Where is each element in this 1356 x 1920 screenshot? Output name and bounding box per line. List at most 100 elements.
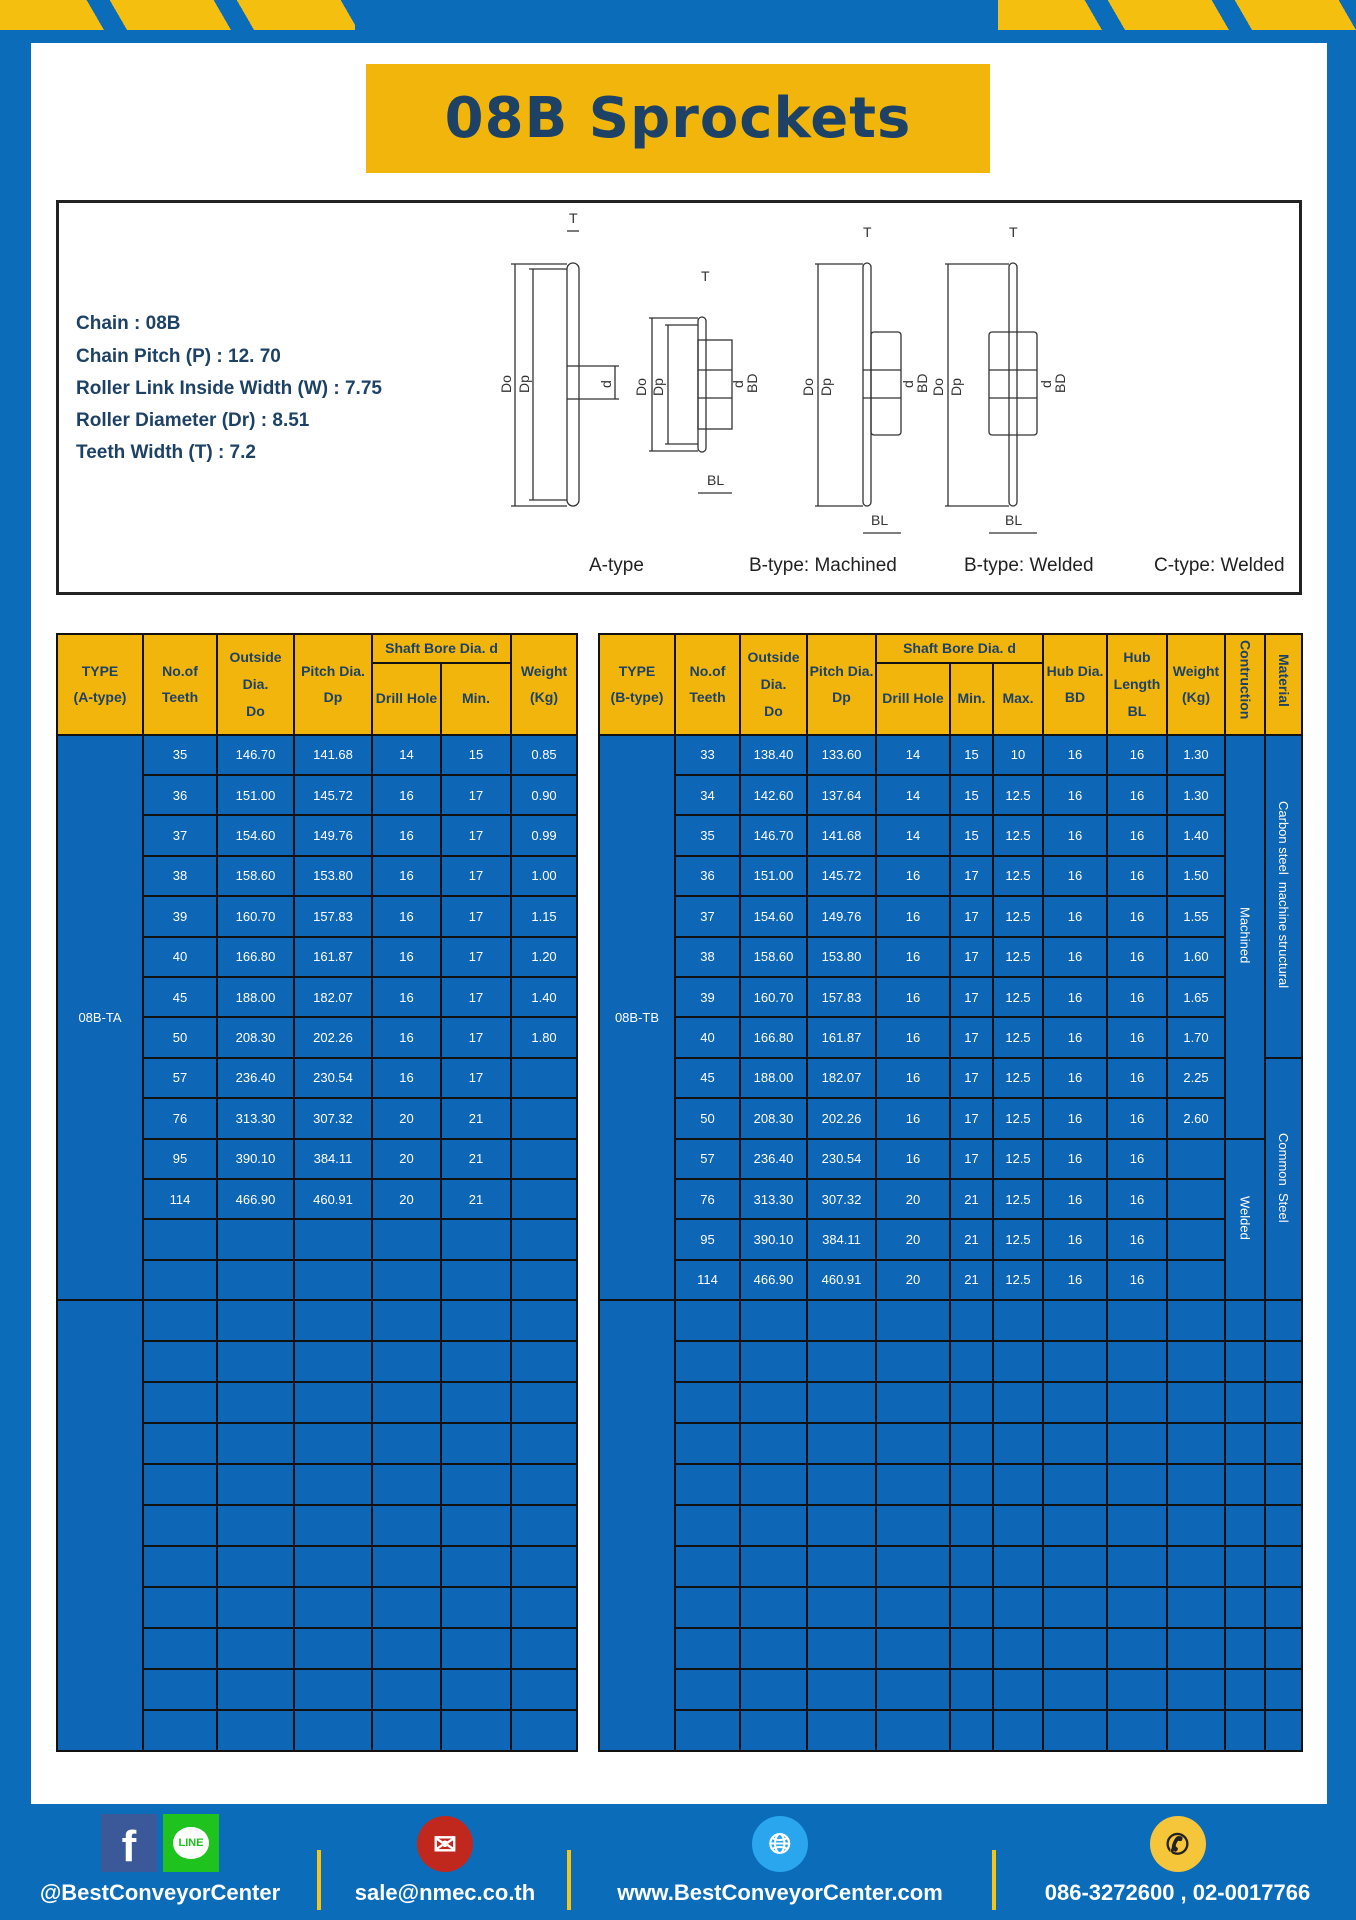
table-cell: 16	[1042, 854, 1108, 898]
header-pitch-dia: Pitch Dia. Dp	[806, 633, 877, 736]
svg-text:BL: BL	[1005, 512, 1022, 528]
empty-cell	[142, 1709, 218, 1753]
phone-numbers[interactable]: 086-3272600 , 02-0017766	[1044, 1880, 1311, 1905]
label-c-type-welded: C-type: Welded	[1154, 555, 1285, 576]
empty-cell	[1042, 1504, 1108, 1548]
table-cell: 15	[439, 733, 513, 776]
empty-cell	[216, 1299, 295, 1343]
table-cell: 182.07	[293, 975, 373, 1019]
empty-cell	[142, 1586, 218, 1630]
empty-cell	[949, 1299, 994, 1343]
table-cell: 16	[1106, 854, 1168, 898]
table-cell: 16	[875, 1137, 951, 1180]
table-cell	[510, 1258, 579, 1302]
facebook-icon[interactable]: f	[101, 1814, 157, 1872]
footer-phone[interactable]: ✆ 086-3272600 , 02-0017766	[1005, 1808, 1350, 1920]
table-row: 45 188.00 182.07 16 17 1.40	[57, 975, 579, 1019]
empty-cell	[1042, 1463, 1108, 1507]
empty-cell	[1224, 1381, 1266, 1425]
table-cell: 15	[949, 814, 994, 857]
empty-cell	[806, 1586, 877, 1630]
table-cell: 16	[1106, 814, 1168, 857]
table-cell: 16	[1106, 773, 1168, 817]
empty-cell	[674, 1381, 741, 1425]
table-cell: 16	[875, 1016, 951, 1059]
header-type: TYPE (B-type)	[598, 633, 676, 736]
spec-roller-diameter: Roller Diameter (Dr) : 8.51	[76, 410, 310, 431]
empty-cell	[1264, 1463, 1303, 1507]
footer-social[interactable]: f LINE @BestConveyorCenter	[20, 1808, 300, 1920]
line-icon[interactable]: LINE	[163, 1814, 219, 1872]
table-cell: 45	[674, 1056, 741, 1100]
table-row: 35 146.70 141.68 14 15 12.5 16 16 1.40	[599, 814, 1302, 857]
empty-cell	[1264, 1668, 1303, 1712]
empty-cell	[216, 1422, 295, 1466]
svg-text:T: T	[701, 268, 710, 284]
table-cell: 17	[439, 814, 513, 857]
empty-row	[599, 1504, 1303, 1548]
divider	[992, 1850, 996, 1910]
table-cell: 20	[371, 1097, 442, 1140]
label-b-type-welded: B-type: Welded	[964, 555, 1094, 576]
table-row: 39 160.70 157.83 16 17 12.5 16 16 1.65	[599, 975, 1302, 1019]
empty-row	[57, 1422, 579, 1466]
table-cell: 160.70	[739, 975, 808, 1019]
empty-cell	[992, 1299, 1044, 1343]
empty-cell	[1224, 1586, 1266, 1630]
construction-cell: Machined	[1224, 733, 1266, 1140]
table-cell: 12.5	[992, 1137, 1044, 1180]
empty-cell	[992, 1545, 1044, 1589]
table-cell: 1.30	[1166, 733, 1226, 776]
table-cell: 466.90	[739, 1258, 808, 1302]
empty-cell	[992, 1504, 1044, 1548]
table-cell: 17	[439, 975, 513, 1019]
header-material-text: Material	[1275, 653, 1292, 707]
table-row: 57 236.40 230.54 16 17 12.5 16 16 Welded	[599, 1137, 1302, 1302]
empty-cell	[371, 1422, 442, 1466]
svg-text:T: T	[569, 210, 578, 226]
table-cell: 12.5	[992, 1097, 1044, 1140]
empty-cell	[674, 1463, 741, 1507]
empty-cell	[439, 1381, 513, 1425]
table-cell: 40	[674, 1016, 741, 1059]
table-cell	[510, 1218, 579, 1261]
table-cell: 16	[1106, 935, 1168, 978]
empty-cell	[1264, 1340, 1303, 1384]
table-cell: 16	[1042, 1097, 1108, 1140]
empty-cell	[1042, 1299, 1108, 1343]
table-cell	[510, 1177, 579, 1221]
svg-text:BL: BL	[871, 512, 888, 528]
table-cell: 133.60	[806, 733, 877, 776]
empty-cell	[293, 1381, 373, 1425]
table-cell: 16	[1106, 895, 1168, 938]
header-max: Max.	[992, 661, 1044, 736]
table-row: 37 154.60 149.76 16 17 0.99	[57, 814, 579, 857]
empty-cell	[142, 1504, 218, 1548]
table-cell: 2.60	[1166, 1097, 1226, 1140]
empty-cell	[1106, 1545, 1168, 1589]
svg-text:Dp: Dp	[818, 378, 834, 396]
material-label: Carbon steel machine structural	[1276, 801, 1291, 989]
empty-row	[57, 1504, 579, 1548]
empty-cell	[875, 1586, 951, 1630]
table-cell: 158.60	[739, 935, 808, 978]
empty-row	[57, 1381, 579, 1425]
table-cell: 157.83	[293, 895, 373, 938]
b-type-table: TYPE (B-type) No.of Teeth Outside Dia. D…	[598, 633, 1303, 1753]
empty-cell	[293, 1545, 373, 1589]
empty-row	[599, 1627, 1303, 1671]
b-type-machined-drawing: T BL Do Dp d BD	[633, 268, 760, 494]
table-cell: 114	[142, 1177, 218, 1221]
table-cell	[371, 1258, 442, 1302]
table-cell: 16	[1042, 1016, 1108, 1059]
material-cell: Carbon steel machine structural	[1264, 733, 1303, 1059]
footer-email[interactable]: ✉ sale@nmec.co.th	[330, 1808, 560, 1920]
website-link[interactable]: www.BestConveyorCenter.com	[617, 1880, 943, 1905]
empty-cell	[1166, 1668, 1226, 1712]
footer-web[interactable]: 🌐︎ www.BestConveyorCenter.com	[580, 1808, 980, 1920]
table-cell: 12.5	[992, 895, 1044, 938]
empty-cell	[510, 1422, 579, 1466]
header-drill-hole: Drill Hole	[875, 661, 951, 736]
table-cell: 17	[439, 854, 513, 898]
email-link[interactable]: sale@nmec.co.th	[354, 1880, 536, 1905]
